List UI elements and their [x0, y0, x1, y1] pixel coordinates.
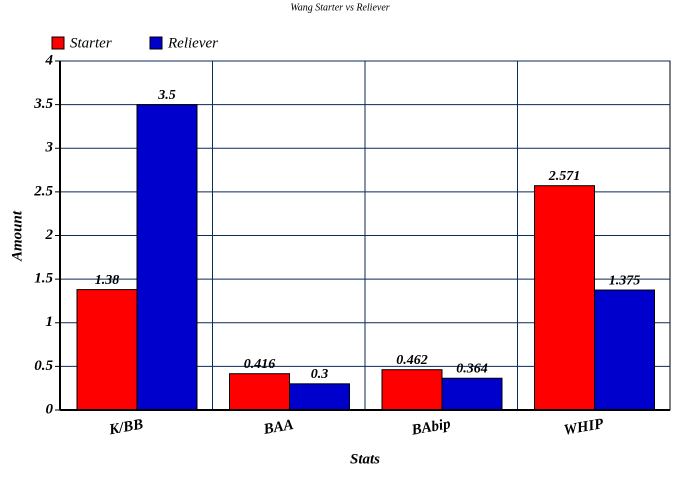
- legend-label: Reliever: [167, 35, 218, 51]
- bar: [534, 185, 595, 411]
- bar: [229, 373, 290, 411]
- bar: [76, 289, 138, 411]
- chart-title: Wang Starter vs Reliever: [290, 2, 389, 13]
- x-tick-label: WHIP: [563, 416, 606, 439]
- bar: [594, 289, 655, 411]
- data-label: 1.375: [609, 273, 641, 288]
- y-tick-label: 3.5: [33, 96, 53, 112]
- data-label: 2.571: [548, 169, 581, 184]
- x-tick-label: BAbip: [409, 416, 452, 439]
- x-tick-label: BAA: [261, 417, 294, 438]
- data-label: 0.462: [396, 353, 428, 368]
- x-tick-label: K/BB: [107, 417, 144, 439]
- y-axis-label: Amount: [9, 210, 25, 262]
- bar: [381, 369, 443, 411]
- x-axis-label: Stats: [350, 451, 380, 467]
- legend-label: Starter: [70, 35, 112, 51]
- legend-swatch: [51, 36, 65, 50]
- y-tick-label: 4: [45, 52, 54, 68]
- data-label: 3.5: [157, 88, 176, 103]
- data-label: 0.364: [456, 361, 488, 376]
- y-tick-label: 2.5: [33, 183, 53, 199]
- bar: [289, 383, 350, 411]
- bar: [441, 377, 503, 411]
- y-tick-label: 0: [46, 401, 54, 417]
- data-label: 1.38: [95, 273, 120, 288]
- y-tick-label: 3: [45, 140, 54, 156]
- legend-swatch: [149, 36, 163, 50]
- y-tick-label: 1: [46, 314, 54, 330]
- y-tick-label: 2: [45, 227, 54, 243]
- y-tick-label: 1.5: [34, 271, 53, 287]
- data-label: 0.3: [311, 367, 329, 382]
- y-tick-label: 0.5: [34, 358, 53, 374]
- bar: [136, 104, 198, 411]
- data-label: 0.416: [244, 357, 276, 372]
